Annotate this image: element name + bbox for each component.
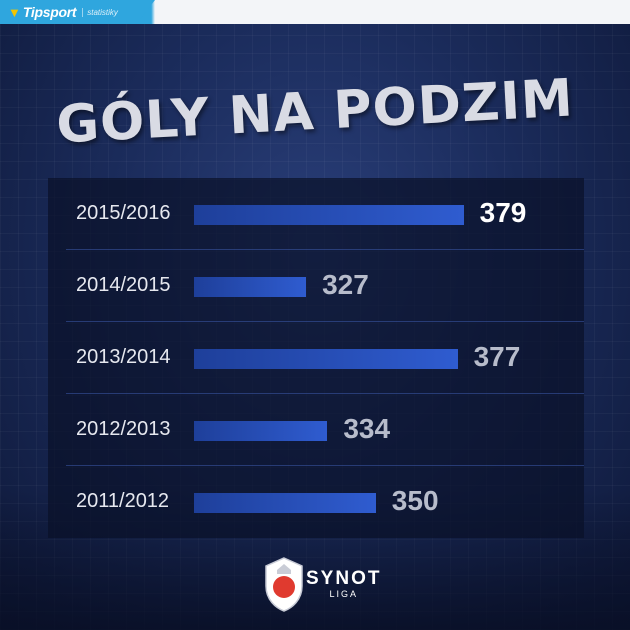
row-divider <box>66 249 584 250</box>
bar <box>194 349 458 369</box>
league-subtitle: LIGA <box>329 589 358 599</box>
chart-row: 2011/2012 350 <box>48 466 584 538</box>
category-label: 2012/2013 <box>76 418 171 440</box>
league-logo-text: SYNOT LIGA <box>306 568 381 599</box>
row-divider <box>66 321 584 322</box>
bar <box>194 277 307 297</box>
value-label: 379 <box>479 197 527 228</box>
brand-subtitle: statistiky <box>82 7 118 17</box>
bar <box>194 205 464 225</box>
row-divider <box>66 393 584 394</box>
value-label: 377 <box>473 341 521 372</box>
chart-panel: 2015/2016 379 2014/2015 327 2013/2014 377 2012… <box>48 178 584 538</box>
category-label: 2015/2016 <box>76 202 171 224</box>
value-label: 350 <box>391 485 439 516</box>
chart-row: 2012/2013 334 <box>48 394 584 466</box>
league-name: SYNOT <box>306 568 382 589</box>
chart-title: GÓLY NA PODZIM <box>54 68 576 156</box>
tipsport-header: ▼ Tipsport statistiky <box>0 0 155 24</box>
synot-liga-crest-icon <box>265 557 303 612</box>
value-label: 334 <box>343 413 391 444</box>
bar <box>194 493 376 513</box>
tipsport-logo-icon: ▼ <box>8 4 21 20</box>
category-label: 2013/2014 <box>76 346 171 368</box>
chart-row: 2014/2015 327 <box>48 250 584 322</box>
row-divider <box>66 465 584 466</box>
chart-row: 2015/2016 379 <box>48 178 584 250</box>
value-label: 327 <box>322 269 369 300</box>
bar <box>194 421 328 441</box>
chart-row: 2013/2014 377 <box>48 322 584 394</box>
category-label: 2011/2012 <box>76 490 170 512</box>
brand-name: Tipsport <box>22 4 77 20</box>
category-label: 2014/2015 <box>76 274 171 296</box>
